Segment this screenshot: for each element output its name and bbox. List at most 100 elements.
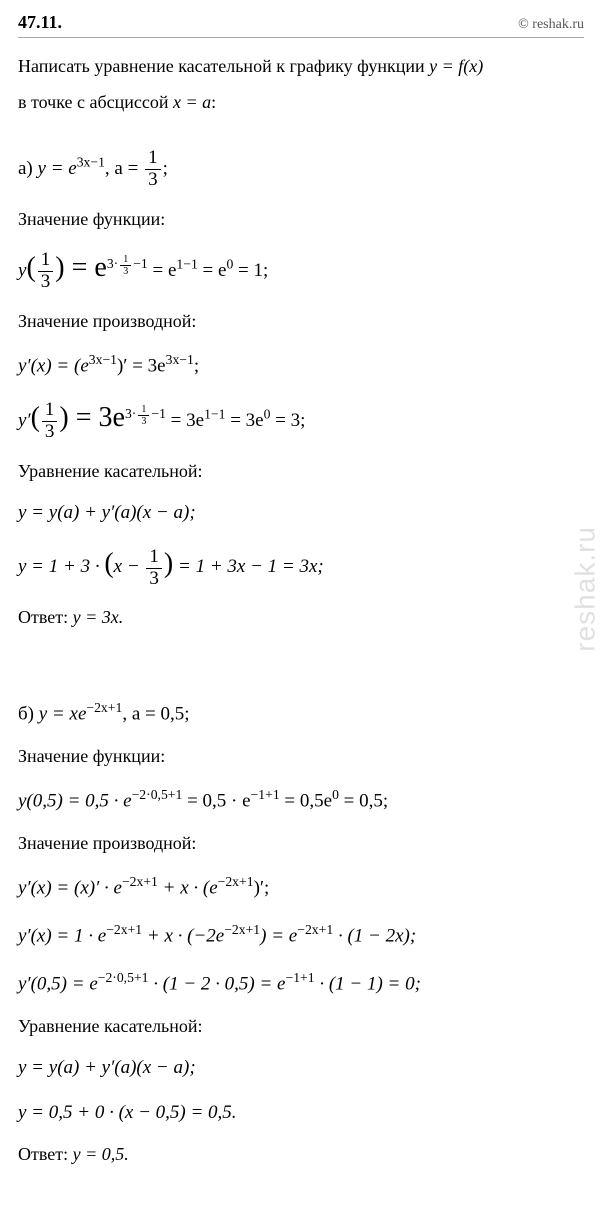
partA-eq: y = e: [38, 158, 77, 179]
lhs: y′(x) = 1 · e: [18, 925, 106, 946]
end: = 0,5;: [339, 791, 388, 812]
m2: ) = e: [260, 925, 297, 946]
e2: −1+1: [285, 970, 314, 985]
partB-yp1: y′(x) = (x)′ · e−2x+1 + x · (e−2x+1)′;: [18, 872, 584, 902]
partA-tangent-label: Уравнение касательной:: [18, 461, 584, 482]
mid1: = e: [148, 260, 177, 281]
b: −1: [151, 406, 166, 421]
partB-sep: , a = 0,5;: [122, 704, 189, 725]
partA-end: ;: [163, 158, 168, 179]
partA-tangent-1: y = y(a) + y′(a)(x − a);: [18, 500, 584, 527]
e2: 3x−1: [166, 352, 194, 367]
end: = 3;: [270, 410, 305, 431]
source-link: © reshak.ru: [518, 17, 584, 33]
lhs: y′(x) = (e: [18, 355, 89, 376]
e3: 0: [332, 787, 339, 802]
e2: −2x+1: [224, 922, 260, 937]
end: = 1 + 3x − 1 = 3x;: [173, 556, 323, 577]
e1: −2x+1: [122, 874, 158, 889]
d: 3: [146, 569, 162, 590]
partB-eq: y = xe: [39, 704, 87, 725]
partB-deriv-label: Значение производной:: [18, 833, 584, 854]
e1: 3·13−1: [107, 256, 148, 271]
partB-exp: −2x+1: [86, 700, 122, 715]
ans-val: y = 0,5.: [73, 1144, 129, 1164]
frac-num: 1: [145, 148, 161, 170]
n: 1: [138, 404, 149, 416]
end: · (1 − 2x);: [333, 925, 416, 946]
partA-deriv-label: Значение производной:: [18, 311, 584, 332]
partB-yp2: y′(x) = 1 · e−2x+1 + x · (−2e−2x+1) = e−…: [18, 920, 584, 950]
partA-value: y(13) = e3·13−1 = e1−1 = e0 = 1;: [18, 248, 584, 293]
header-bar: 47.11. © reshak.ru: [18, 12, 584, 38]
end: )′;: [254, 878, 270, 899]
problem-number: 47.11.: [18, 12, 62, 33]
partA-exp: 3x−1: [77, 154, 105, 169]
end: = 1;: [233, 260, 268, 281]
e1a: 3·: [107, 256, 118, 271]
lhs: y(0,5) = 0,5 · e: [18, 791, 132, 812]
prompt-fx: y = f(x): [429, 56, 483, 76]
partA-yp2: y′(13) = 3e3·13−1 = 3e1−1 = 3e0 = 3;: [18, 398, 584, 443]
paren-close: ) = e: [55, 252, 107, 283]
partB-tangent-2: y = 0,5 + 0 · (x − 0,5) = 0,5.: [18, 1100, 584, 1127]
d: 3: [38, 272, 54, 293]
a: 3·: [125, 406, 136, 421]
e2: −2x+1: [218, 874, 254, 889]
x: x −: [114, 556, 145, 577]
d: 3: [138, 416, 149, 427]
mid: )′ = 3e: [117, 355, 166, 376]
partB-tangent-1: y = y(a) + y′(a)(x − a);: [18, 1055, 584, 1082]
mid1: = 3e: [166, 410, 204, 431]
pc: ): [164, 548, 173, 579]
partA-answer: Ответ: y = 3x.: [18, 607, 584, 628]
f: 13: [146, 547, 162, 590]
d: 3: [120, 266, 131, 277]
lhs: y′: [18, 410, 31, 431]
partA-a-frac: 13: [145, 148, 161, 191]
ef: 13: [138, 404, 149, 427]
e1f: 13: [120, 254, 131, 277]
partA-label: а): [18, 158, 38, 179]
pc: ) = 3e: [59, 402, 125, 433]
ans-label: Ответ:: [18, 1144, 73, 1164]
e1b: −1: [133, 256, 148, 271]
mid2: = 3e: [225, 410, 263, 431]
solution-page: reshak.ru 47.11. © reshak.ru Написать ур…: [0, 0, 602, 1215]
gap: [18, 658, 584, 680]
po: (: [31, 402, 40, 433]
po: (: [104, 548, 113, 579]
m1: · (1 − 2 · 0,5) = e: [149, 973, 286, 994]
n: 1: [42, 400, 58, 422]
partB-label: б): [18, 704, 39, 725]
partA-yp1: y′(x) = (e3x−1)′ = 3e3x−1;: [18, 350, 584, 380]
partA-value-label: Значение функции:: [18, 209, 584, 230]
frac-den: 3: [145, 170, 161, 191]
mid: + x · (e: [158, 878, 218, 899]
partB-tangent-label: Уравнение касательной:: [18, 1016, 584, 1037]
f: 13: [42, 400, 58, 443]
partB-value-label: Значение функции:: [18, 746, 584, 767]
n: 1: [38, 250, 54, 272]
partB-yp3: y′(0,5) = e−2·0,5+1 · (1 − 2 · 0,5) = e−…: [18, 968, 584, 998]
e1: −2·0,5+1: [98, 970, 149, 985]
e2: −1+1: [251, 787, 280, 802]
e3: −2x+1: [297, 922, 333, 937]
d: 3: [42, 422, 58, 443]
e2: 1−1: [204, 406, 225, 421]
partA-sep: , a =: [105, 158, 143, 179]
e1: 3x−1: [89, 352, 117, 367]
end: · (1 − 1) = 0;: [315, 973, 421, 994]
ans-val: y = 3x.: [73, 607, 124, 627]
m1: = 0,5 · e: [182, 791, 250, 812]
e1: 3·13−1: [125, 406, 166, 421]
n: 1: [146, 547, 162, 569]
n: 1: [120, 254, 131, 266]
e1: −2x+1: [106, 922, 142, 937]
arg-frac: 13: [38, 250, 54, 293]
paren-open: (: [26, 252, 35, 283]
problem-prompt: Написать уравнение касательной к графику…: [18, 48, 584, 120]
prompt-colon: :: [211, 92, 216, 112]
lhs: y′(0,5) = e: [18, 973, 98, 994]
lhs: y′(x) = (x)′ · e: [18, 878, 122, 899]
